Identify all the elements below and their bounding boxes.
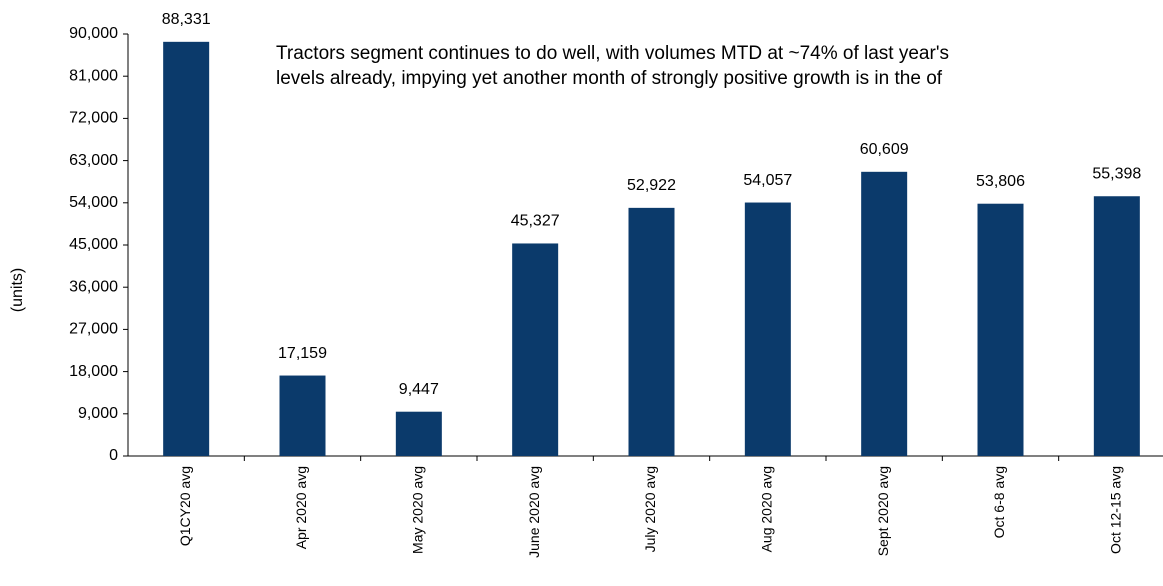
bar	[1093, 196, 1140, 456]
data-label: 88,331	[162, 11, 211, 28]
annotation: Tractors segment continues to do well, w…	[276, 43, 949, 64]
y-tick-label: 45,000	[69, 236, 118, 253]
y-tick-label: 0	[109, 447, 118, 464]
data-label: 54,057	[743, 172, 792, 189]
bar	[628, 207, 675, 456]
y-tick-label: 72,000	[69, 110, 118, 127]
data-label: 9,447	[399, 381, 439, 398]
y-tick-label: 36,000	[69, 278, 118, 295]
data-label: 55,398	[1092, 165, 1141, 182]
y-tick-label: 81,000	[69, 67, 118, 84]
y-tick-label: 27,000	[69, 321, 118, 338]
x-tick-label: Sept 2020 avg	[875, 466, 891, 556]
x-tick-label: July 2020 avg	[642, 466, 658, 552]
bar	[279, 375, 326, 456]
y-axis-label: (units)	[9, 268, 26, 312]
bar	[861, 171, 908, 456]
data-label: 60,609	[860, 141, 909, 158]
y-tick-label: 18,000	[69, 363, 118, 380]
x-tick-label: Apr 2020 avg	[293, 466, 309, 549]
x-tick-label: Q1CY20 avg	[177, 466, 193, 546]
data-label: 53,806	[976, 173, 1025, 190]
y-tick-label: 63,000	[69, 152, 118, 169]
y-tick-label: 54,000	[69, 194, 118, 211]
annotation: levels already, impying yet another mont…	[276, 68, 943, 89]
data-label: 45,327	[511, 213, 560, 230]
data-label: 52,922	[627, 177, 676, 194]
data-label: 17,159	[278, 345, 327, 362]
bar	[977, 203, 1024, 456]
y-tick-label: 90,000	[69, 25, 118, 42]
x-tick-label: Aug 2020 avg	[759, 466, 775, 552]
y-tick-label: 9,000	[78, 405, 118, 422]
x-tick-label: May 2020 avg	[410, 466, 426, 554]
bar	[395, 411, 442, 456]
bar	[163, 41, 210, 457]
x-tick-label: Oct 6-8 avg	[991, 466, 1007, 538]
x-tick-label: Oct 12-15 avg	[1108, 466, 1124, 554]
x-tick-label: June 2020 avg	[526, 466, 542, 558]
bar	[744, 202, 791, 456]
bar	[512, 243, 559, 456]
